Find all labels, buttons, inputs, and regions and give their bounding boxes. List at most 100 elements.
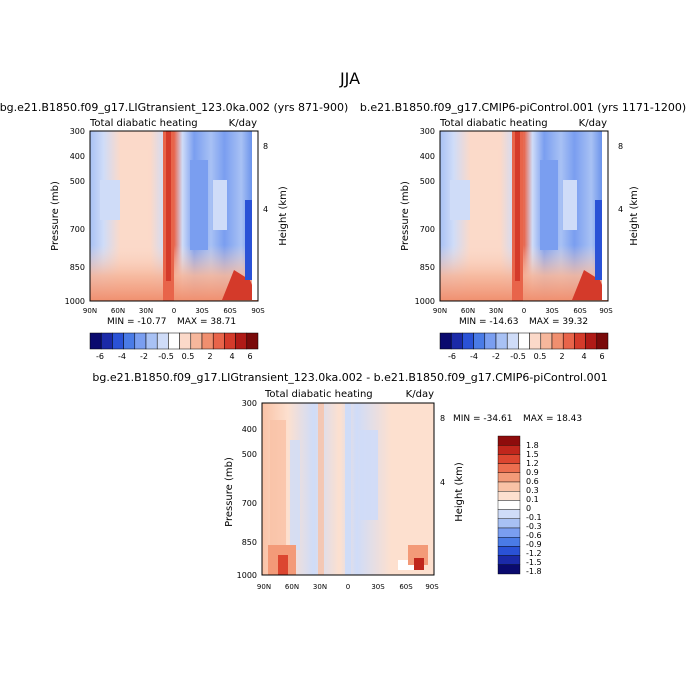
- colorbar-swatch: [100, 332, 113, 350]
- panel-picontrol-colorbar-labels: -6 -4 -2 -0.5 0.5 2 4 6: [448, 352, 605, 361]
- colorbar-label: 6: [599, 352, 604, 361]
- colorbar-swatch: [497, 564, 521, 575]
- panel-picontrol-y-ticks: 300 400 500 700 850 1000: [415, 127, 435, 306]
- panel-lig: bg.e21.B1850.f09_g17.LIGtransient_123.0k…: [0, 101, 348, 361]
- colorbar-swatch: [497, 445, 521, 455]
- x-tick: 90N: [83, 307, 97, 315]
- panel-difference-colorbar-labels: 1.8 1.5 1.2 0.9 0.6 0.3 0.1 0 -0.1 -0.3 …: [526, 441, 542, 576]
- y-tick: 500: [242, 450, 257, 459]
- panel-picontrol-max: MAX = 39.32: [529, 317, 588, 327]
- x-tick: 30N: [139, 307, 153, 315]
- colorbar-swatch: [497, 527, 521, 538]
- colorbar-label: 0.9: [526, 468, 539, 477]
- panel-lig-units: K/day: [229, 118, 257, 129]
- colorbar-label: -0.1: [526, 513, 542, 522]
- colorbar-label: 0: [526, 504, 531, 513]
- panel-difference-min: MIN = -34.61: [453, 414, 512, 424]
- colorbar-label: -0.5: [158, 352, 174, 361]
- colorbar-label: -1.5: [526, 558, 542, 567]
- colorbar-label: 1.8: [526, 441, 539, 450]
- x-tick: 60S: [223, 307, 237, 315]
- panel-picontrol-variable-label: Total diabatic heating: [439, 118, 548, 129]
- x-tick: 30N: [313, 583, 327, 591]
- y-tick: 400: [242, 425, 257, 434]
- panel-picontrol-y2label: Height (km): [629, 186, 640, 246]
- colorbar-swatch: [224, 332, 236, 350]
- panel-difference-colorbar: [497, 435, 521, 575]
- x-tick: 0: [522, 307, 526, 315]
- y-tick: 500: [70, 177, 85, 186]
- y2-tick: 8: [618, 142, 623, 151]
- colorbar-label: -0.9: [526, 540, 542, 549]
- x-tick: 90S: [251, 307, 265, 315]
- y-tick: 700: [70, 225, 85, 234]
- panel-lig-title: bg.e21.B1850.f09_g17.LIGtransient_123.0k…: [0, 101, 348, 114]
- panel-picontrol-min: MIN = -14.63: [459, 317, 518, 327]
- colorbar-label: -0.5: [510, 352, 526, 361]
- colorbar-swatch: [212, 332, 225, 350]
- colorbar-swatch: [497, 472, 521, 483]
- y-tick: 400: [70, 152, 85, 161]
- panel-difference-variable-label: Total diabatic heating: [264, 389, 373, 400]
- colorbar-label: 1.5: [526, 450, 539, 459]
- figure-title: JJA: [339, 69, 360, 88]
- panel-lig-max: MAX = 38.71: [177, 317, 236, 327]
- panel-picontrol-title: b.e21.B1850.f09_g17.CMIP6-piControl.001 …: [360, 101, 686, 114]
- colorbar-swatch: [540, 332, 553, 350]
- panel-lig-field: [90, 131, 258, 301]
- colorbar-label: -2: [140, 352, 148, 361]
- colorbar-swatch: [497, 491, 521, 501]
- colorbar-swatch: [497, 546, 521, 556]
- panel-difference-ylabel: Pressure (mb): [224, 457, 235, 527]
- panel-difference-y2label: Height (km): [454, 462, 465, 522]
- colorbar-swatch: [497, 509, 521, 520]
- x-tick: 90N: [433, 307, 447, 315]
- panel-picontrol-colorbar: [439, 332, 609, 350]
- panel-lig-colorbar-labels: -6 -4 -2 -0.5 0.5 2 4 6: [96, 352, 253, 361]
- x-tick: 90N: [257, 583, 271, 591]
- colorbar-swatch: [450, 332, 463, 350]
- colorbar-label: -1.2: [526, 549, 542, 558]
- colorbar-swatch: [518, 332, 530, 350]
- colorbar-swatch: [439, 332, 452, 350]
- colorbar-label: -6: [448, 352, 456, 361]
- colorbar-label: 2: [559, 352, 564, 361]
- y-tick: 700: [242, 499, 257, 508]
- colorbar-swatch: [190, 332, 203, 350]
- colorbar-label: 0.3: [526, 486, 539, 495]
- colorbar-label: -6: [96, 352, 104, 361]
- y2-tick: 8: [440, 414, 445, 423]
- y2-tick: 8: [263, 142, 268, 151]
- panel-lig-min: MIN = -10.77: [107, 317, 166, 327]
- colorbar-label: -0.6: [526, 531, 542, 540]
- colorbar-label: 0.5: [182, 352, 195, 361]
- colorbar-swatch: [585, 332, 598, 350]
- colorbar-swatch: [506, 332, 519, 350]
- y-tick: 700: [420, 225, 435, 234]
- x-tick: 0: [346, 583, 350, 591]
- colorbar-label: 4: [229, 352, 234, 361]
- colorbar-label: 2: [207, 352, 212, 361]
- panel-lig-y2-ticks: 8 4: [263, 142, 268, 214]
- colorbar-label: 6: [247, 352, 252, 361]
- colorbar-swatch: [562, 332, 575, 350]
- colorbar-swatch: [89, 332, 102, 350]
- panel-lig-colorbar: [89, 332, 259, 350]
- colorbar-swatch: [246, 332, 259, 350]
- x-tick: 60S: [573, 307, 587, 315]
- panel-difference-y2-ticks: 8 4: [440, 414, 445, 487]
- x-tick: 30S: [545, 307, 559, 315]
- panel-difference-y-ticks: 300 400 500 700 850 1000: [237, 399, 257, 580]
- y-tick: 850: [420, 263, 435, 272]
- colorbar-swatch: [529, 332, 542, 350]
- colorbar-swatch: [497, 463, 521, 474]
- y-tick: 300: [242, 399, 257, 408]
- colorbar-swatch: [551, 332, 564, 350]
- x-tick: 30S: [195, 307, 209, 315]
- y-tick: 400: [420, 152, 435, 161]
- panel-lig-y-ticks: 300 400 500 700 850 1000: [65, 127, 85, 306]
- panel-difference: bg.e21.B1850.f09_g17.LIGtransient_123.0k…: [92, 371, 607, 591]
- x-tick: 30N: [489, 307, 503, 315]
- colorbar-swatch: [484, 332, 497, 350]
